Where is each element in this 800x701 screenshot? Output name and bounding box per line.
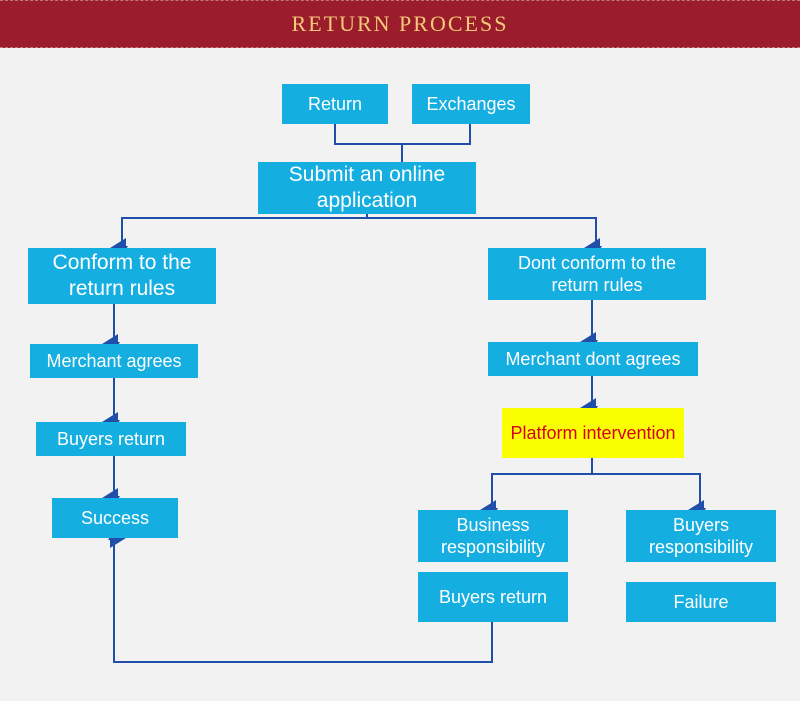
node-success: Success xyxy=(52,498,178,538)
node-buyresp: Buyers responsibility xyxy=(626,510,776,562)
node-submit: Submit an online application xyxy=(258,162,476,214)
node-breturn1: Buyers return xyxy=(36,422,186,456)
node-return: Return xyxy=(282,84,388,124)
node-bizresp: Business responsibility xyxy=(418,510,568,562)
node-mdontagree: Merchant dont agrees xyxy=(488,342,698,376)
node-magree: Merchant agrees xyxy=(30,344,198,378)
node-exchanges: Exchanges xyxy=(412,84,530,124)
node-conform: Conform to the return rules xyxy=(28,248,216,304)
node-platform: Platform intervention xyxy=(502,408,684,458)
node-breturn2: Buyers return xyxy=(418,572,568,622)
flowchart-canvas: Return Exchanges Submit an online applicat… xyxy=(0,48,800,701)
node-dontconform: Dont conform to the return rules xyxy=(488,248,706,300)
node-failure: Failure xyxy=(626,582,776,622)
title-text: RETURN PROCESS xyxy=(292,11,509,37)
title-banner: RETURN PROCESS xyxy=(0,0,800,48)
